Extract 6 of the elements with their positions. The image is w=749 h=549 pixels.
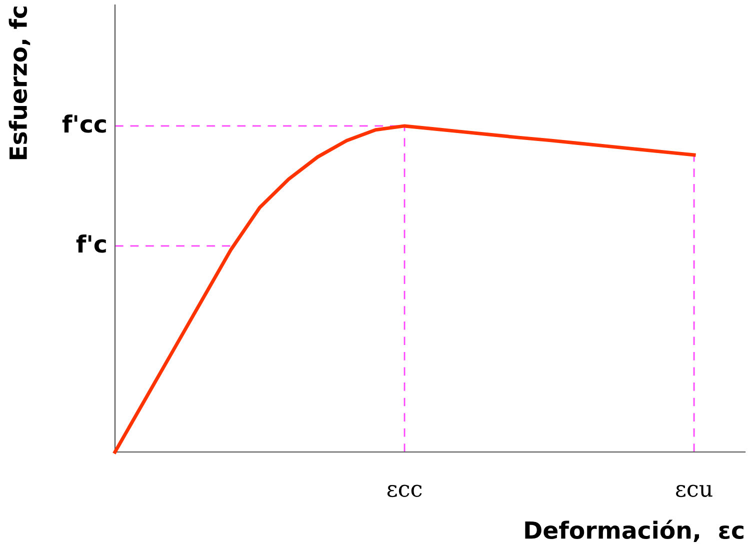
x-tick-label: εcu	[676, 484, 712, 498]
y-axis-title: Esfuerzo, fc	[8, 6, 30, 160]
ref-line-label: f'cc	[62, 114, 106, 133]
ref-line-label: f'c	[76, 234, 106, 253]
x-tick-label: εcc	[387, 484, 422, 498]
x-axis-title: Deformación, εc	[525, 520, 744, 542]
